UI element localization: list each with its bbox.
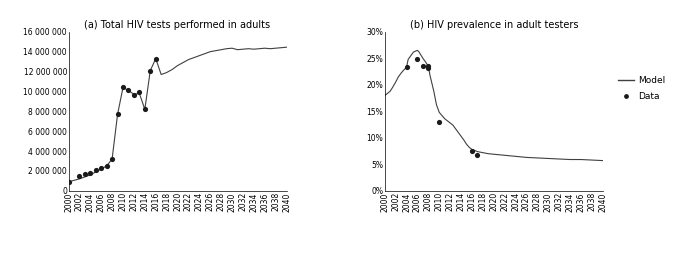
Point — [134, 90, 145, 95]
Point — [101, 164, 112, 168]
Point — [434, 120, 445, 124]
Legend: Model, Data: Model, Data — [619, 76, 665, 101]
Point — [118, 85, 129, 90]
Point — [401, 65, 412, 69]
Point — [85, 171, 96, 175]
Point — [123, 88, 134, 92]
Point — [96, 166, 107, 171]
Point — [112, 112, 123, 116]
Point — [412, 57, 423, 61]
Point — [90, 168, 101, 173]
Point — [423, 64, 434, 68]
Title: (a) Total HIV tests performed in adults: (a) Total HIV tests performed in adults — [84, 20, 271, 30]
Point — [63, 180, 74, 184]
Point — [472, 153, 483, 157]
Point — [129, 93, 140, 98]
Point — [139, 107, 150, 111]
Point — [423, 66, 434, 70]
Point — [145, 68, 155, 73]
Title: (b) HIV prevalence in adult testers: (b) HIV prevalence in adult testers — [410, 20, 578, 30]
Point — [79, 172, 90, 176]
Point — [150, 56, 161, 61]
Point — [417, 64, 428, 68]
Point — [466, 149, 477, 153]
Point — [74, 174, 85, 179]
Point — [107, 156, 118, 161]
